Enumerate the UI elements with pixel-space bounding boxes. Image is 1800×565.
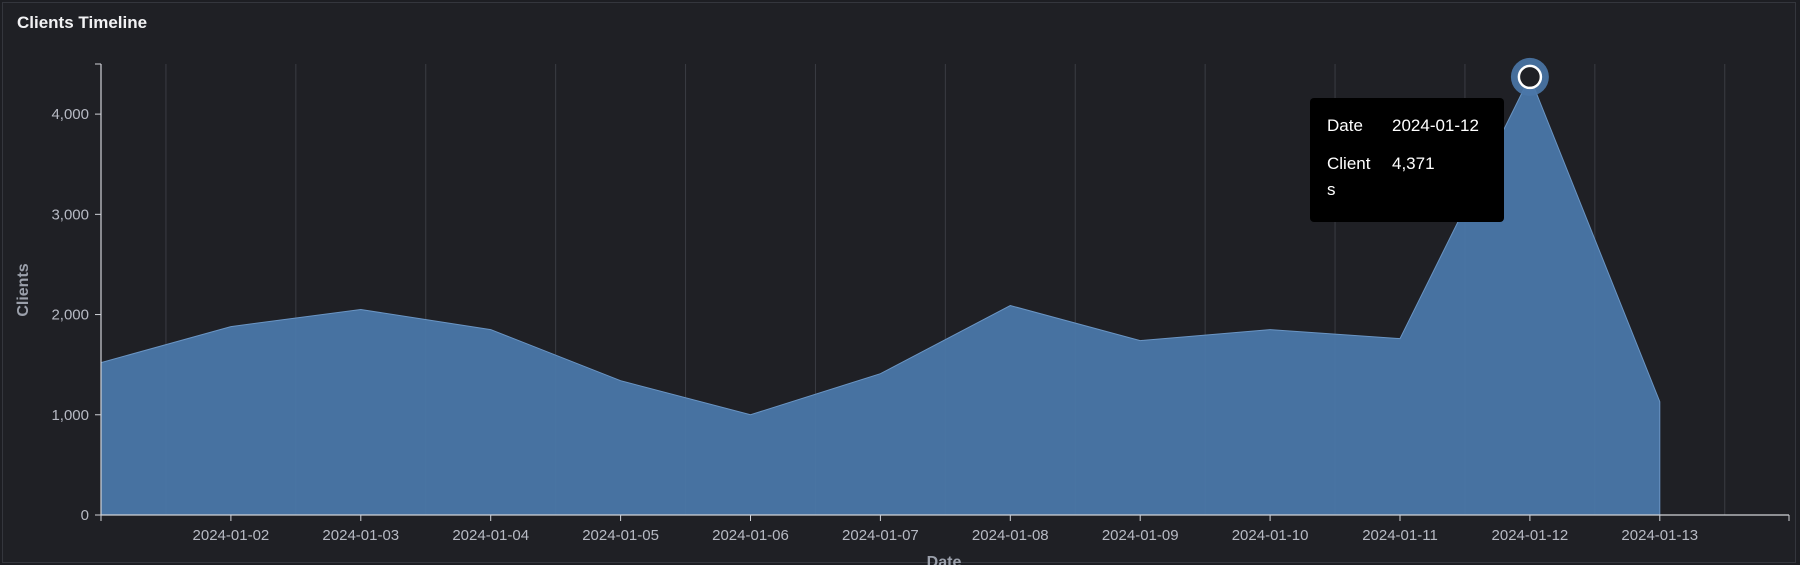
y-tick-label: 0 bbox=[81, 507, 89, 524]
tooltip-clients-key-line1: Client bbox=[1327, 154, 1371, 173]
x-tick-label: 2024-01-04 bbox=[452, 527, 529, 544]
x-tick-label: 2024-01-11 bbox=[1362, 527, 1438, 544]
tooltip-date-key: Date bbox=[1327, 116, 1363, 135]
x-tick-label: 2024-01-02 bbox=[193, 527, 270, 544]
tooltip: Date 2024-01-12 Client s 4,371 bbox=[1310, 98, 1504, 222]
x-tick-label: 2024-01-03 bbox=[322, 527, 399, 544]
y-axis-title: Clients bbox=[15, 263, 32, 316]
x-tick-label: 2024-01-09 bbox=[1102, 527, 1179, 544]
y-tick-label: 4,000 bbox=[51, 106, 89, 123]
axes: 0 1,000 2,000 3,000 4,000 2024-01-02 2024-01-0… bbox=[15, 63, 1790, 565]
x-tick-label: 2024-01-12 bbox=[1492, 527, 1569, 544]
tooltip-clients-value: 4,371 bbox=[1392, 154, 1435, 173]
tooltip-date-value: 2024-01-12 bbox=[1392, 116, 1479, 135]
tooltip-clients-key-line2: s bbox=[1327, 180, 1336, 199]
y-tick-label: 2,000 bbox=[51, 307, 89, 324]
x-tick-label: 2024-01-06 bbox=[712, 527, 789, 544]
x-tick-label: 2024-01-10 bbox=[1232, 527, 1309, 544]
x-tick-label: 2024-01-05 bbox=[582, 527, 659, 544]
panel-title: Clients Timeline bbox=[17, 13, 148, 32]
y-tick-label: 3,000 bbox=[51, 206, 89, 223]
highlight-point bbox=[1517, 64, 1543, 90]
clients-area bbox=[100, 75, 1661, 516]
x-tick-label: 2024-01-07 bbox=[842, 527, 919, 544]
x-tick-label: 2024-01-13 bbox=[1621, 527, 1698, 544]
area-layer bbox=[100, 75, 1661, 516]
highlight-layer bbox=[1510, 57, 1549, 96]
x-axis-title: Date bbox=[927, 554, 962, 565]
x-tick-label: 2024-01-08 bbox=[972, 527, 1049, 544]
y-tick-label: 1,000 bbox=[51, 407, 89, 424]
